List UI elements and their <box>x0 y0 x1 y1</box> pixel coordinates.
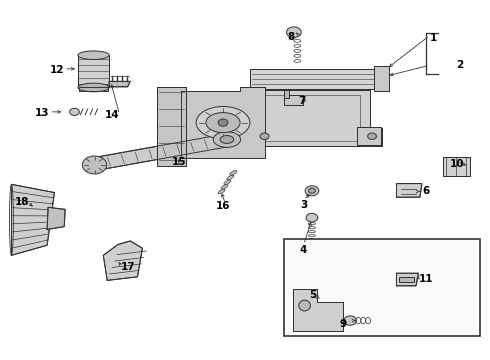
Text: 14: 14 <box>105 111 120 121</box>
Ellipse shape <box>218 189 225 194</box>
Ellipse shape <box>220 135 234 143</box>
Polygon shape <box>79 87 108 91</box>
Ellipse shape <box>299 300 311 311</box>
Ellipse shape <box>309 188 316 193</box>
Text: 7: 7 <box>298 96 306 106</box>
Polygon shape <box>250 69 377 89</box>
Polygon shape <box>293 289 343 330</box>
Ellipse shape <box>218 119 228 126</box>
Text: 17: 17 <box>121 262 135 272</box>
Polygon shape <box>357 127 381 145</box>
Ellipse shape <box>206 113 240 133</box>
Polygon shape <box>109 81 130 87</box>
Ellipse shape <box>221 184 228 189</box>
Polygon shape <box>396 184 422 197</box>
Text: 4: 4 <box>300 245 307 255</box>
Polygon shape <box>374 66 389 91</box>
Polygon shape <box>47 207 65 229</box>
Polygon shape <box>78 55 109 87</box>
Ellipse shape <box>306 213 318 222</box>
Ellipse shape <box>287 27 301 38</box>
Ellipse shape <box>70 108 79 116</box>
Text: 2: 2 <box>456 60 464 70</box>
Text: 1: 1 <box>430 33 437 43</box>
Polygon shape <box>443 157 470 176</box>
Ellipse shape <box>78 83 109 92</box>
Text: 8: 8 <box>288 32 295 41</box>
Ellipse shape <box>82 156 107 174</box>
Text: 3: 3 <box>300 200 307 210</box>
Text: 12: 12 <box>49 64 64 75</box>
Text: 5: 5 <box>309 291 316 301</box>
Polygon shape <box>240 90 382 146</box>
Polygon shape <box>399 277 414 282</box>
Text: 18: 18 <box>14 197 29 207</box>
Text: 15: 15 <box>172 157 186 167</box>
Text: 11: 11 <box>418 274 433 284</box>
Text: 9: 9 <box>339 319 346 329</box>
Polygon shape <box>284 90 289 98</box>
Text: 10: 10 <box>450 159 465 169</box>
Text: 13: 13 <box>35 108 49 118</box>
Ellipse shape <box>78 51 109 59</box>
Ellipse shape <box>224 180 231 184</box>
Ellipse shape <box>343 316 356 325</box>
Text: 6: 6 <box>422 186 429 197</box>
Polygon shape <box>181 87 265 158</box>
Text: 16: 16 <box>216 201 230 211</box>
Ellipse shape <box>260 133 269 139</box>
Polygon shape <box>103 241 143 280</box>
Ellipse shape <box>230 171 237 175</box>
Bar <box>284 239 480 336</box>
Polygon shape <box>284 95 303 105</box>
Polygon shape <box>157 87 186 166</box>
Polygon shape <box>11 184 54 255</box>
Ellipse shape <box>213 132 241 147</box>
Ellipse shape <box>368 133 376 139</box>
Polygon shape <box>94 134 227 170</box>
Ellipse shape <box>227 175 234 180</box>
Polygon shape <box>396 273 418 286</box>
Ellipse shape <box>196 107 250 139</box>
Ellipse shape <box>305 186 319 196</box>
